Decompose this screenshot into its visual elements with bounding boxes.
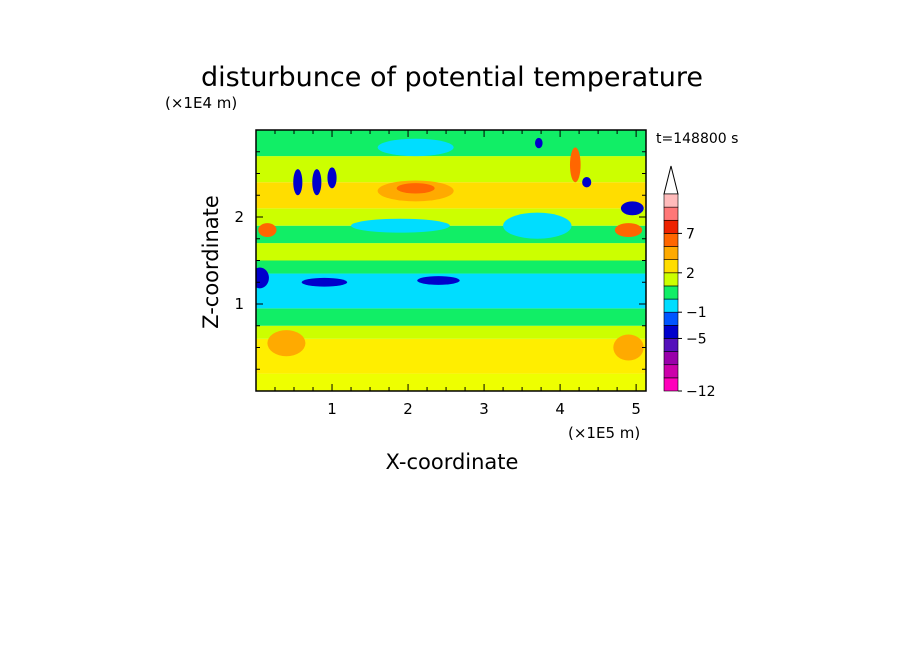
colorbar-label: −1 bbox=[686, 305, 707, 321]
contour-feature-15 bbox=[613, 334, 644, 361]
colorbar-swatch bbox=[663, 246, 679, 260]
contour-band-2 bbox=[256, 325, 646, 339]
contour-band-11 bbox=[256, 130, 646, 157]
axis-ticks: 1 2 3 4 5 1 2 bbox=[234, 130, 646, 418]
contour-feature-16 bbox=[503, 212, 572, 239]
contour-feature-10 bbox=[620, 201, 644, 216]
contour-feature-2 bbox=[396, 183, 435, 194]
colorbar-extend-triangle bbox=[663, 165, 679, 195]
contour-band-3 bbox=[256, 308, 646, 326]
contour-band-6 bbox=[256, 243, 646, 261]
contour-feature-8 bbox=[535, 137, 543, 149]
y-tick-label: 1 bbox=[234, 295, 244, 313]
contour-band-5 bbox=[256, 260, 646, 274]
colorbar-swatch bbox=[663, 272, 679, 287]
colorbar: −12−5−127 bbox=[663, 165, 716, 400]
contour-feature-17 bbox=[351, 218, 450, 233]
contour-feature-12 bbox=[258, 223, 277, 238]
contour-band-1 bbox=[256, 338, 646, 374]
colorbar-swatch bbox=[663, 193, 679, 208]
contour-feature-14 bbox=[267, 330, 306, 357]
colorbar-swatch bbox=[663, 311, 679, 326]
contour-feature-9 bbox=[582, 176, 592, 188]
contour-feature-13 bbox=[569, 147, 581, 183]
contour-feature-6 bbox=[312, 169, 322, 196]
x-tick-label: 4 bbox=[555, 400, 565, 418]
contour-band-0 bbox=[256, 373, 646, 391]
y-unit-label: (×1E4 m) bbox=[165, 94, 237, 112]
x-tick-label: 5 bbox=[631, 400, 641, 418]
colorbar-swatch bbox=[663, 325, 679, 339]
colorbar-swatch bbox=[663, 364, 679, 379]
plot-area: 1 2 3 4 5 1 2 bbox=[234, 129, 647, 418]
contour-feature-4 bbox=[417, 276, 460, 285]
contour-band-8 bbox=[256, 208, 646, 226]
colorbar-swatch bbox=[663, 233, 679, 247]
contour-feature-7 bbox=[327, 167, 337, 189]
colorbar-swatch bbox=[663, 219, 679, 234]
colorbar-label: 7 bbox=[686, 226, 695, 242]
y-tick-label: 2 bbox=[234, 208, 244, 226]
x-tick-label: 2 bbox=[403, 400, 413, 418]
colorbar-swatch bbox=[663, 377, 679, 392]
chart-title: disturbunce of potential temperature bbox=[201, 62, 703, 93]
contour-feature-0 bbox=[256, 267, 269, 289]
colorbar-swatch bbox=[663, 259, 679, 274]
colorbar-swatch bbox=[663, 338, 679, 352]
contour-band-7 bbox=[256, 225, 646, 244]
time-label: t=148800 s bbox=[656, 131, 738, 147]
contour-feature-5 bbox=[293, 169, 303, 196]
colorbar-swatch bbox=[663, 351, 679, 366]
colorbar-label: −5 bbox=[686, 331, 707, 347]
x-tick-label: 3 bbox=[479, 400, 489, 418]
x-tick-label: 1 bbox=[327, 400, 337, 418]
contour-field bbox=[256, 130, 646, 391]
x-axis-title: X-coordinate bbox=[386, 450, 519, 474]
contour-feature-18 bbox=[377, 138, 454, 157]
colorbar-swatch bbox=[663, 206, 679, 221]
y-axis-title: Z-coordinate bbox=[199, 195, 223, 329]
colorbar-label: −12 bbox=[686, 384, 716, 400]
colorbar-swatch bbox=[663, 298, 679, 313]
colorbar-swatch bbox=[663, 285, 679, 300]
contour-feature-3 bbox=[301, 277, 348, 287]
contour-feature-11 bbox=[614, 223, 643, 238]
x-unit-label: (×1E5 m) bbox=[568, 424, 640, 442]
colorbar-label: 2 bbox=[686, 266, 695, 282]
